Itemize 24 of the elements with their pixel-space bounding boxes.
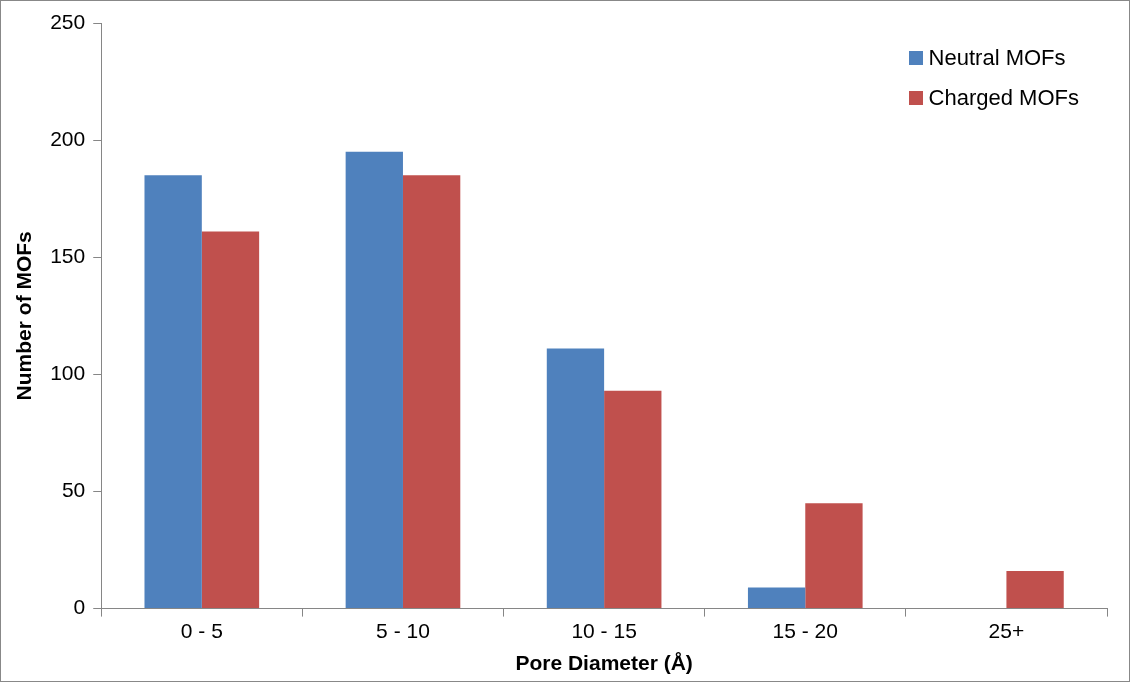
legend-label: Neutral MOFs	[928, 45, 1066, 71]
bar	[144, 175, 202, 609]
y-axis-title: Number of MOFs	[12, 231, 36, 401]
bar	[747, 587, 806, 609]
x-tick-label: 10 - 15	[571, 619, 637, 642]
bar	[805, 503, 863, 609]
x-tick-label: 15 - 20	[772, 619, 838, 642]
x-tick-label: 25+	[988, 619, 1025, 642]
bar	[345, 151, 403, 609]
x-tick-label: 5 - 10	[376, 619, 430, 642]
y-tick-label: 50	[61, 478, 86, 502]
bar	[402, 175, 461, 609]
bar	[1006, 571, 1064, 609]
bar	[604, 390, 662, 609]
legend-label: Charged MOFs	[928, 85, 1079, 111]
bar	[201, 231, 260, 609]
y-tick-label: 0	[73, 595, 86, 619]
x-axis-title: Pore Diameter (Å)	[515, 651, 693, 675]
y-tick-label: 150	[50, 244, 86, 268]
bar	[546, 348, 605, 609]
y-tick-label: 250	[50, 9, 86, 33]
x-tick-label: 0 - 5	[180, 619, 223, 642]
y-tick-label: 200	[50, 126, 86, 150]
y-tick-label: 100	[50, 361, 86, 385]
